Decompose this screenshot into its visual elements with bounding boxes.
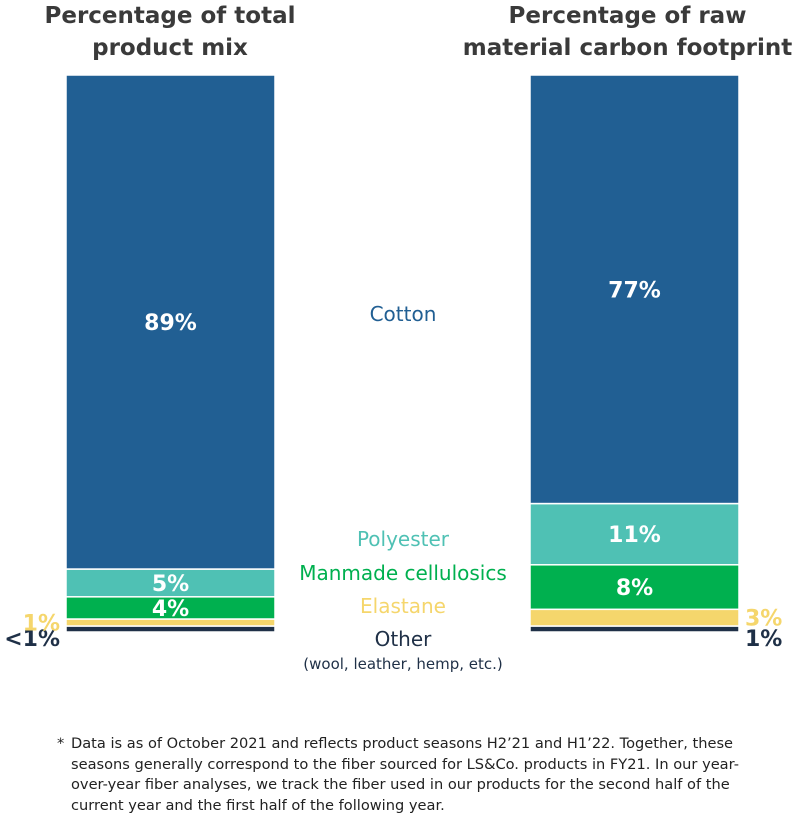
data-label-elastane-2: 3% — [745, 607, 782, 632]
bar-segment-elastane-2 — [529, 608, 740, 627]
legend-label-other: Other — [375, 627, 433, 651]
right-title-line-1: Percentage of raw — [508, 3, 747, 29]
bar-segment-polyester-1 — [65, 568, 276, 598]
bar-segment-other-1 — [65, 625, 276, 633]
legend-label-cotton: Cotton — [370, 302, 437, 326]
data-label-other-1: <1% — [4, 627, 60, 652]
stacked-bar-chart: <1%1%4%5%89%1%3%8%11%77%CottonPolyesterM… — [4, 74, 782, 673]
bar-segment-polyester-2 — [529, 502, 740, 566]
right-chart-title: Percentage of raw material carbon footpr… — [455, 0, 800, 64]
bar-column-2: 1%3% 8% 11% 77% — [529, 74, 782, 652]
legend-label-polyester: Polyester — [357, 527, 450, 551]
left-title-line-1: Percentage of total — [44, 3, 296, 29]
data-label-manmade-cellulosics-1: 4% — [152, 597, 189, 622]
category-legend: Cotton Polyester Manmade cellulosics Elasta… — [299, 302, 507, 673]
data-label-other-2: 1% — [745, 627, 782, 652]
right-title-line-2: material carbon footprint — [462, 35, 793, 61]
left-chart-title: Percentage of total product mix — [20, 0, 320, 64]
data-label-manmade-cellulosics-2: 8% — [616, 576, 653, 601]
data-label-cotton-1: 89% — [144, 311, 197, 336]
data-label-elastane-1: 1% — [23, 612, 60, 637]
data-label-polyester-2: 11% — [608, 523, 661, 548]
bar-segment-cotton-2 — [529, 74, 740, 505]
bar-segment-cotton-1 — [65, 74, 276, 570]
left-title-line-2: product mix — [92, 35, 248, 61]
footnote-text: Data is as of October 2021 and reflects … — [71, 735, 739, 814]
bar-column-1: <1%1% 4%5% 89% — [4, 74, 276, 652]
bar-segment-other-2 — [529, 625, 740, 633]
legend-label-elastane: Elastane — [360, 594, 446, 618]
data-label-polyester-1: 5% — [152, 572, 189, 597]
legend-label-manmade-cellulosics: Manmade cellulosics — [299, 561, 507, 585]
data-label-cotton-2: 77% — [608, 278, 661, 303]
legend-sublabel-other: (wool, leather, hemp, etc.) — [303, 655, 502, 673]
footnote-asterisk: * — [57, 735, 65, 752]
bar-segment-manmade-cellulosics-2 — [529, 564, 740, 611]
footnote: * Data is as of October 2021 and reflect… — [57, 734, 747, 816]
